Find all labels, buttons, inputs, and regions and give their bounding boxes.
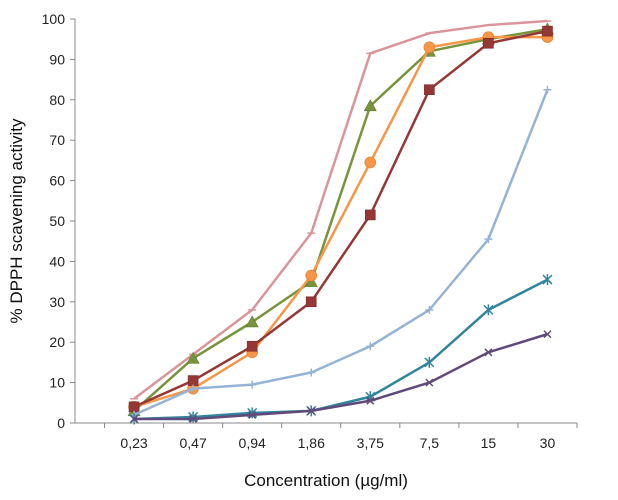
data-point-square bbox=[128, 401, 140, 413]
data-point-square bbox=[364, 209, 376, 221]
series-red bbox=[128, 25, 553, 413]
data-point-square bbox=[424, 84, 435, 95]
data-point-x bbox=[248, 410, 257, 419]
data-point-square bbox=[187, 375, 199, 386]
x-axis-ticks: 0,23 0,47 0,94 1,86 3,75 7,5 15 30 bbox=[104, 423, 578, 451]
y-axis-ticks: 0 10 20 30 40 50 60 70 80 90 100 bbox=[42, 11, 75, 431]
data-point-plus bbox=[189, 384, 198, 393]
y-tick-label: 80 bbox=[49, 92, 65, 108]
series-line-red bbox=[133, 29, 548, 408]
y-tick-label: 20 bbox=[49, 334, 65, 350]
x-tick-label: 0,23 bbox=[120, 435, 147, 451]
data-point-triangle bbox=[186, 351, 200, 364]
series-line-orange bbox=[133, 35, 548, 409]
data-point-square bbox=[542, 25, 553, 37]
y-tick-label: 40 bbox=[49, 253, 65, 269]
series-line-purple bbox=[134, 332, 548, 421]
y-tick-label: 10 bbox=[49, 375, 65, 391]
data-point-triangle bbox=[245, 315, 259, 328]
y-tick-label: 50 bbox=[49, 213, 65, 229]
series-teal bbox=[129, 274, 553, 425]
data-point-x bbox=[130, 414, 139, 423]
data-point-x bbox=[425, 378, 434, 387]
data-point-plus bbox=[366, 342, 375, 351]
data-point-square bbox=[483, 37, 494, 49]
x-axis-title: Concentration (µg/ml) bbox=[244, 471, 408, 490]
y-tick-label: 0 bbox=[57, 415, 65, 431]
x-tick-label: 30 bbox=[540, 435, 556, 451]
y-tick-label: 70 bbox=[49, 132, 65, 148]
data-point-plus bbox=[484, 235, 493, 244]
data-point-star bbox=[424, 356, 435, 368]
series-light-blue bbox=[130, 85, 552, 419]
x-tick-label: 0,94 bbox=[239, 435, 266, 451]
data-point-star bbox=[483, 304, 494, 316]
data-point-circle bbox=[364, 156, 377, 169]
data-point-x bbox=[484, 348, 493, 357]
y-tick-label: 90 bbox=[49, 51, 65, 67]
data-point-x bbox=[366, 396, 375, 405]
data-point-plus bbox=[543, 85, 552, 94]
y-axis-title: % DPPH scavening activity bbox=[7, 118, 26, 324]
x-tick-label: 15 bbox=[481, 435, 497, 451]
data-point-circle bbox=[423, 41, 436, 54]
y-tick-label: 30 bbox=[49, 294, 65, 310]
series-layer bbox=[127, 19, 554, 425]
data-point-x bbox=[543, 330, 552, 339]
data-point-plus bbox=[425, 305, 434, 314]
series-purple bbox=[130, 330, 552, 423]
data-point-x bbox=[189, 414, 198, 423]
series-line-light-blue bbox=[133, 89, 549, 417]
data-point-plus bbox=[307, 368, 316, 377]
y-tick-label: 100 bbox=[42, 11, 66, 27]
data-point-plus bbox=[248, 380, 257, 389]
series-line-pink bbox=[133, 19, 548, 400]
x-tick-label: 7,5 bbox=[420, 435, 440, 451]
data-point-triangle bbox=[363, 99, 377, 112]
series-line-green bbox=[133, 27, 548, 412]
x-tick-label: 0,47 bbox=[179, 435, 206, 451]
data-point-x bbox=[307, 406, 316, 415]
y-tick-label: 60 bbox=[49, 173, 65, 189]
data-point-circle bbox=[305, 269, 318, 282]
data-point-square bbox=[305, 296, 317, 308]
x-tick-label: 1,86 bbox=[298, 435, 325, 451]
series-line-teal bbox=[134, 278, 549, 421]
data-point-star bbox=[542, 274, 553, 286]
series-pink bbox=[130, 19, 552, 400]
x-tick-label: 3,75 bbox=[357, 435, 384, 451]
data-point-square bbox=[246, 340, 258, 352]
